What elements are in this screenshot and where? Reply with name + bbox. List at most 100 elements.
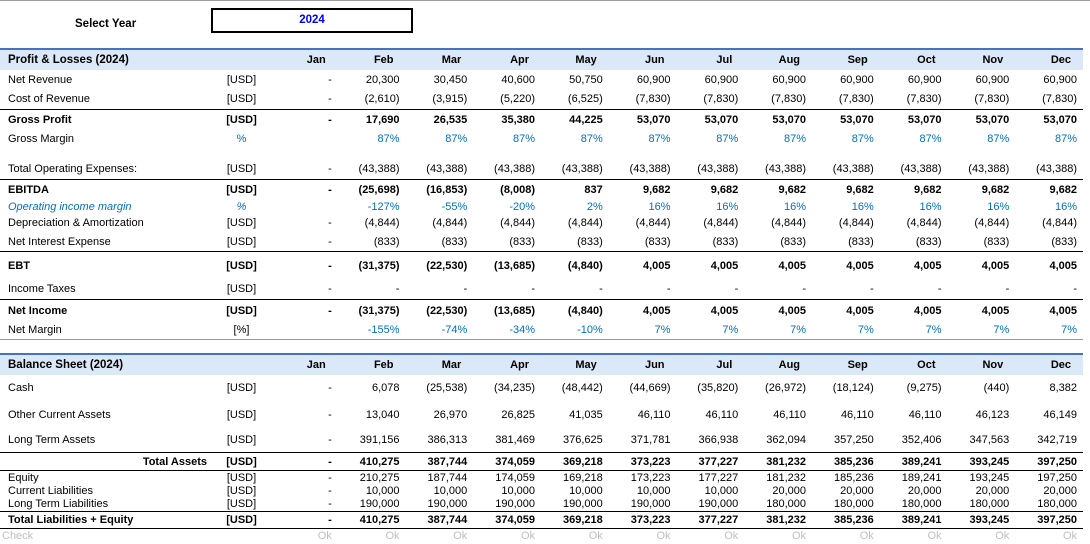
cell-feb[interactable]: 6,078 — [371, 382, 400, 394]
cell-sep[interactable]: (833) — [848, 235, 874, 248]
cell-aug[interactable]: 46,110 — [773, 408, 807, 421]
cell-jan[interactable]: - — [328, 471, 332, 484]
cell-may[interactable]: (833) — [577, 235, 603, 248]
cell-apr[interactable]: 10,000 — [501, 484, 536, 497]
cell-mar[interactable]: (16,853) — [405, 179, 474, 199]
cell-jul[interactable]: 190,000 — [698, 498, 739, 510]
select-year-input[interactable]: 2024 — [211, 8, 413, 33]
cell-jul[interactable]: 366,938 — [698, 434, 739, 446]
cell-jun[interactable]: 371,781 — [630, 434, 671, 446]
cell-may[interactable]: 369,218 — [541, 452, 609, 471]
cell-aug[interactable]: (833) — [780, 235, 807, 248]
cell-jul[interactable]: 87% — [716, 133, 739, 145]
cell-may[interactable]: 169,218 — [563, 471, 603, 484]
cell-sep[interactable]: 4,005 — [812, 251, 880, 279]
cell-jul[interactable]: (4,844) — [703, 217, 739, 229]
cell-dec[interactable]: Ok — [1062, 530, 1078, 542]
cell-apr[interactable]: 87% — [512, 133, 536, 145]
cell-feb[interactable]: (25,698) — [337, 179, 406, 199]
cell-dec[interactable]: (833) — [1051, 235, 1078, 248]
cell-mar[interactable]: (43,388) — [426, 163, 468, 175]
cell-apr[interactable]: -34% — [473, 321, 542, 340]
cell-apr[interactable]: (5,220) — [500, 93, 536, 105]
row-label[interactable]: Cash — [8, 382, 34, 394]
cell-jun[interactable]: Ok — [656, 530, 671, 542]
cell-oct[interactable]: Ok — [927, 530, 942, 542]
cell-jun[interactable]: (4,844) — [635, 217, 671, 229]
cell-may[interactable]: 44,225 — [541, 109, 609, 129]
row-label[interactable]: Equity — [8, 471, 39, 484]
cell-jun[interactable]: (7,830) — [635, 93, 671, 105]
cell-dec[interactable]: 46,149 — [1043, 408, 1078, 421]
cell-aug[interactable]: 180,000 — [766, 498, 807, 510]
cell-feb[interactable]: 20,300 — [365, 73, 400, 86]
cell-mar[interactable]: 30,450 — [433, 73, 468, 86]
cell-dec[interactable]: 4,005 — [1015, 299, 1084, 321]
cell-sep[interactable]: 16% — [851, 200, 874, 213]
cell-apr[interactable]: (13,685) — [473, 299, 542, 321]
cell-jan[interactable] — [270, 321, 338, 340]
cell-feb[interactable]: (2,610) — [364, 93, 400, 105]
cell-may[interactable]: -10% — [541, 321, 609, 340]
month-header-dec[interactable]: Dec — [1015, 353, 1084, 375]
cell-mar[interactable]: (25,538) — [426, 382, 468, 394]
row-label[interactable]: Total Liabilities + Equity — [0, 511, 213, 529]
cell-jul[interactable]: 10,000 — [704, 484, 739, 497]
month-header-jun[interactable]: Jun — [608, 48, 677, 70]
cell-jan[interactable]: - — [328, 408, 332, 421]
cell-jan[interactable]: Ok — [317, 530, 332, 542]
cell-nov[interactable]: (833) — [983, 235, 1010, 248]
cell-apr[interactable]: (13,685) — [473, 251, 542, 279]
row-label[interactable]: Long Term Liabilities — [8, 498, 109, 510]
cell-apr[interactable]: 190,000 — [495, 498, 536, 510]
cell-oct[interactable]: 4,005 — [879, 299, 948, 321]
cell-jan[interactable]: - — [328, 163, 332, 175]
cell-sep[interactable]: (43,388) — [832, 163, 874, 175]
cell-nov[interactable]: 16% — [987, 200, 1010, 213]
cell-oct[interactable]: - — [937, 283, 942, 295]
cell-may[interactable]: - — [599, 283, 603, 295]
cell-aug[interactable]: (26,972) — [765, 382, 807, 394]
row-label[interactable]: Depreciation & Amortization — [8, 217, 144, 229]
cell-jul[interactable]: 377,227 — [676, 511, 745, 529]
month-header-jul[interactable]: Jul — [676, 353, 745, 375]
cell-jan[interactable]: - — [328, 73, 332, 86]
cell-jul[interactable]: 377,227 — [676, 452, 745, 471]
cell-sep[interactable]: 60,900 — [840, 73, 874, 86]
cell-oct[interactable]: 53,070 — [879, 109, 948, 129]
row-label[interactable]: Net Interest Expense — [8, 235, 111, 248]
cell-apr[interactable]: (34,235) — [494, 382, 536, 394]
cell-jul[interactable]: - — [734, 283, 739, 295]
month-header-aug[interactable]: Aug — [744, 48, 813, 70]
month-header-apr[interactable]: Apr — [473, 48, 542, 70]
cell-jul[interactable]: 53,070 — [676, 109, 745, 129]
cell-feb[interactable]: (4,844) — [364, 217, 400, 229]
cell-aug[interactable]: 381,232 — [744, 452, 813, 471]
cell-nov[interactable]: (43,388) — [968, 163, 1010, 175]
cell-dec[interactable]: 4,005 — [1015, 251, 1084, 279]
cell-dec[interactable]: 16% — [1054, 200, 1078, 213]
cell-nov[interactable]: 180,000 — [969, 498, 1010, 510]
cell-jan[interactable]: - — [270, 109, 338, 129]
cell-feb[interactable]: (43,388) — [358, 163, 400, 175]
cell-jun[interactable]: (44,669) — [629, 382, 671, 394]
cell-jan[interactable]: - — [328, 498, 332, 510]
cell-dec[interactable]: 60,900 — [1043, 73, 1078, 86]
cell-sep[interactable]: (7,830) — [838, 93, 874, 105]
cell-dec[interactable]: 9,682 — [1015, 179, 1084, 199]
month-header-nov[interactable]: Nov — [947, 48, 1016, 70]
cell-may[interactable]: (43,388) — [561, 163, 603, 175]
cell-jul[interactable]: 9,682 — [676, 179, 745, 199]
row-label[interactable]: EBT — [0, 251, 213, 279]
cell-jun[interactable]: - — [666, 283, 671, 295]
cell-sep[interactable]: Ok — [859, 530, 874, 542]
cell-sep[interactable]: (4,844) — [838, 217, 874, 229]
cell-nov[interactable]: 4,005 — [947, 251, 1016, 279]
cell-oct[interactable]: (43,388) — [900, 163, 942, 175]
row-label[interactable]: Cost of Revenue — [8, 93, 90, 105]
cell-aug[interactable]: Ok — [791, 530, 807, 542]
cell-oct[interactable]: 87% — [919, 133, 942, 145]
cell-oct[interactable]: 16% — [919, 200, 942, 213]
cell-nov[interactable]: (440) — [983, 382, 1010, 394]
cell-aug[interactable]: 4,005 — [744, 299, 813, 321]
